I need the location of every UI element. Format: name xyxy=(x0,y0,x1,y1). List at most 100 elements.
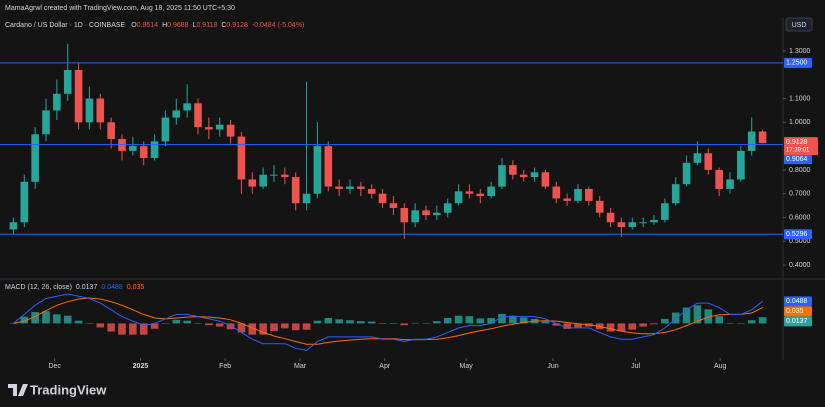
candle-body xyxy=(42,110,50,135)
hline-label-box xyxy=(784,229,812,240)
x-tick-label: Jul xyxy=(631,363,640,370)
candle-body xyxy=(20,181,29,223)
macd-axis-label: 0.035 xyxy=(786,308,804,315)
candle-body xyxy=(161,117,170,142)
macd-histogram-bar xyxy=(346,320,354,324)
candle-body xyxy=(747,131,756,151)
candle-body xyxy=(758,131,767,144)
candle-body xyxy=(31,134,39,182)
candle-body xyxy=(270,174,278,176)
macd-histogram-bar xyxy=(552,323,561,326)
ohlc-value: 0.9614 xyxy=(137,22,159,29)
candle-body xyxy=(205,127,213,130)
candle-body xyxy=(107,122,115,139)
macd-histogram-bar xyxy=(465,316,474,324)
last-price: 0.9128 xyxy=(786,139,808,146)
legend-title: Cardano / US Dollar · 1D · COINBASE xyxy=(5,22,126,29)
ohlc-label: L xyxy=(193,22,197,29)
candle-body xyxy=(465,191,474,194)
x-tick-label: Dec xyxy=(48,363,61,370)
brand: TradingView xyxy=(30,382,107,397)
logo xyxy=(8,384,28,396)
macd-histogram-bar xyxy=(53,314,61,324)
macd-histogram-bar xyxy=(693,305,702,324)
macd-histogram-bar xyxy=(758,317,767,324)
candle-body xyxy=(726,179,734,189)
x-tick-label: Jun xyxy=(547,363,558,370)
macd-legend-value: 0.035 xyxy=(127,284,145,291)
macd-histogram-bar xyxy=(96,323,105,328)
candle-body xyxy=(139,146,148,159)
hline-label: 0.5296 xyxy=(786,231,808,238)
y-tick-label: 0.8000 xyxy=(789,167,811,174)
change-label: -0.0484 (-5.04%) xyxy=(252,22,305,29)
macd-histogram-bar xyxy=(498,313,506,324)
x-tick-label: Mar xyxy=(294,363,307,370)
macd-histogram-bar xyxy=(281,323,289,329)
candle-body xyxy=(291,177,300,204)
candle-body xyxy=(661,203,669,220)
countdown: 17:39:01 xyxy=(786,148,810,154)
candle-body xyxy=(215,124,224,130)
macd-histogram-bar xyxy=(31,312,39,324)
macd-histogram-bar xyxy=(172,319,181,324)
candle-body xyxy=(682,162,691,185)
macd-histogram-bar xyxy=(650,323,658,325)
candle-body xyxy=(367,188,376,194)
candle-body xyxy=(563,198,571,201)
candle-body xyxy=(639,222,647,224)
candle-body xyxy=(498,165,506,187)
candle-body xyxy=(487,186,495,197)
macd-histogram-bar xyxy=(378,323,387,324)
candle-body xyxy=(302,193,311,204)
macd-histogram-bar xyxy=(74,320,83,324)
macd-histogram-bar xyxy=(715,316,723,324)
macd-histogram-bar xyxy=(161,323,170,324)
candle-body xyxy=(443,203,452,213)
macd-histogram-bar xyxy=(248,323,257,335)
macd-histogram-bar xyxy=(367,321,376,324)
y-tick-label: 0.4000 xyxy=(789,262,811,269)
macd-line xyxy=(13,293,763,352)
macd-histogram-bar xyxy=(313,320,322,324)
candle-body xyxy=(671,184,680,204)
candle-body xyxy=(74,69,83,123)
last-price-box xyxy=(784,137,818,156)
candle-body xyxy=(357,186,365,189)
macd-histogram-bar xyxy=(411,322,419,324)
hline-label-box xyxy=(784,57,812,68)
macd-axis-label: 0.0137 xyxy=(786,318,808,325)
hline-label-box xyxy=(784,154,812,165)
macd-title: MACD (12, 26, close) xyxy=(5,284,72,291)
candle-body xyxy=(389,203,398,208)
candle-body xyxy=(628,222,637,228)
macd-histogram-bar xyxy=(389,323,398,324)
candle-body xyxy=(346,186,354,189)
macd-histogram-bar xyxy=(704,309,713,324)
macd-histogram-bar xyxy=(150,323,159,329)
macd-histogram-bar xyxy=(183,320,191,324)
candle-body xyxy=(63,69,72,94)
macd-histogram-bar xyxy=(42,311,50,324)
candle-body xyxy=(433,212,441,216)
x-tick-label: 2025 xyxy=(133,363,149,370)
macd-histogram-bar xyxy=(107,323,115,332)
macd-histogram-bar xyxy=(617,323,626,332)
x-tick-label: Feb xyxy=(219,363,231,370)
macd-histogram-bar xyxy=(682,307,691,324)
macd-histogram-bar xyxy=(476,318,485,324)
macd-histogram-bar xyxy=(129,323,137,335)
macd-histogram-bar xyxy=(574,323,582,328)
macd-histogram-bar xyxy=(226,323,235,330)
candle-body xyxy=(324,146,333,187)
candle-body xyxy=(509,165,517,175)
currency: USD xyxy=(792,22,807,29)
candle-body xyxy=(313,146,322,194)
candle-body xyxy=(617,222,626,228)
y-tick-label: 0.7000 xyxy=(789,191,811,198)
macd-histogram-bar xyxy=(139,323,148,335)
candle-body xyxy=(85,98,94,123)
candle-body xyxy=(454,191,463,204)
